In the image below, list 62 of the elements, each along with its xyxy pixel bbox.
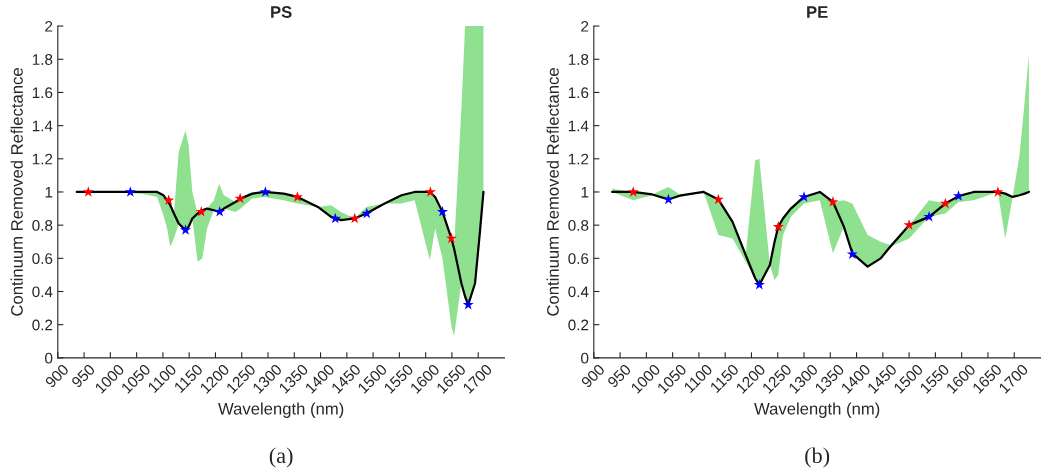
point	[82, 186, 94, 197]
text: (a)	[269, 447, 293, 468]
x-tick-label: 900	[580, 363, 606, 389]
point	[445, 232, 457, 244]
point	[163, 194, 175, 205]
point	[627, 186, 639, 197]
point	[753, 279, 765, 290]
point	[827, 196, 839, 207]
point	[462, 298, 474, 310]
x-axis-title: Wavelength (nm)	[754, 402, 880, 418]
point	[923, 211, 935, 222]
chart-title: PE	[807, 6, 828, 18]
x-tick-label: 950	[606, 363, 632, 389]
chart-title: PS	[271, 6, 292, 18]
point	[424, 186, 436, 197]
y-tick-label: 1.2	[32, 153, 53, 165]
y-tick-label: 1	[581, 187, 589, 198]
y-tick-label: 0.6	[568, 253, 589, 265]
point	[234, 192, 246, 204]
y-axis-title: Continuum Removed Reflectance	[10, 68, 23, 316]
x-tick-label: 950	[70, 363, 96, 389]
x-axis-title: Wavelength (nm)	[218, 402, 344, 418]
point	[195, 206, 207, 217]
point	[712, 193, 724, 205]
point	[772, 221, 784, 232]
y-tick-label: 1.8	[32, 54, 53, 65]
point	[952, 190, 965, 201]
point	[179, 224, 192, 235]
point	[992, 186, 1004, 197]
y-tick-label: 1.6	[32, 87, 53, 99]
y-tick-label: 1.2	[568, 153, 589, 165]
y-tick-label: 2	[45, 20, 53, 32]
y-tick-label: 0.2	[32, 319, 53, 331]
x-tick-label: 900	[44, 363, 70, 389]
y-tick-label: 2	[581, 20, 589, 32]
point	[214, 206, 226, 217]
y-tick-label: 0.2	[568, 319, 589, 331]
y-tick-label: 0.6	[32, 253, 53, 265]
y-tick-label: 1.8	[568, 54, 589, 65]
y-tick-label: 1	[45, 187, 53, 198]
point	[798, 191, 810, 202]
y-tick-label: 1.4	[32, 120, 53, 132]
point	[124, 186, 136, 197]
point	[259, 186, 271, 197]
y-tick-label: 0	[45, 352, 53, 364]
point	[291, 191, 303, 202]
point	[436, 206, 448, 217]
y-tick-label: 0.8	[32, 220, 53, 231]
y-tick-label: 0.4	[32, 286, 53, 298]
y-tick-label: 0.4	[568, 286, 589, 298]
point	[662, 193, 674, 205]
point	[939, 197, 951, 209]
point	[349, 212, 361, 224]
y-tick-label: 1.4	[568, 120, 589, 132]
point	[329, 212, 341, 224]
y-tick-label: 0	[581, 352, 589, 364]
y-axis-title: Continuum Removed Reflectance	[546, 68, 559, 316]
y-tick-label: 0.8	[568, 220, 589, 231]
point	[903, 219, 915, 230]
y-tick-label: 1.6	[568, 87, 589, 99]
point	[846, 248, 858, 259]
text: (b)	[805, 447, 830, 468]
